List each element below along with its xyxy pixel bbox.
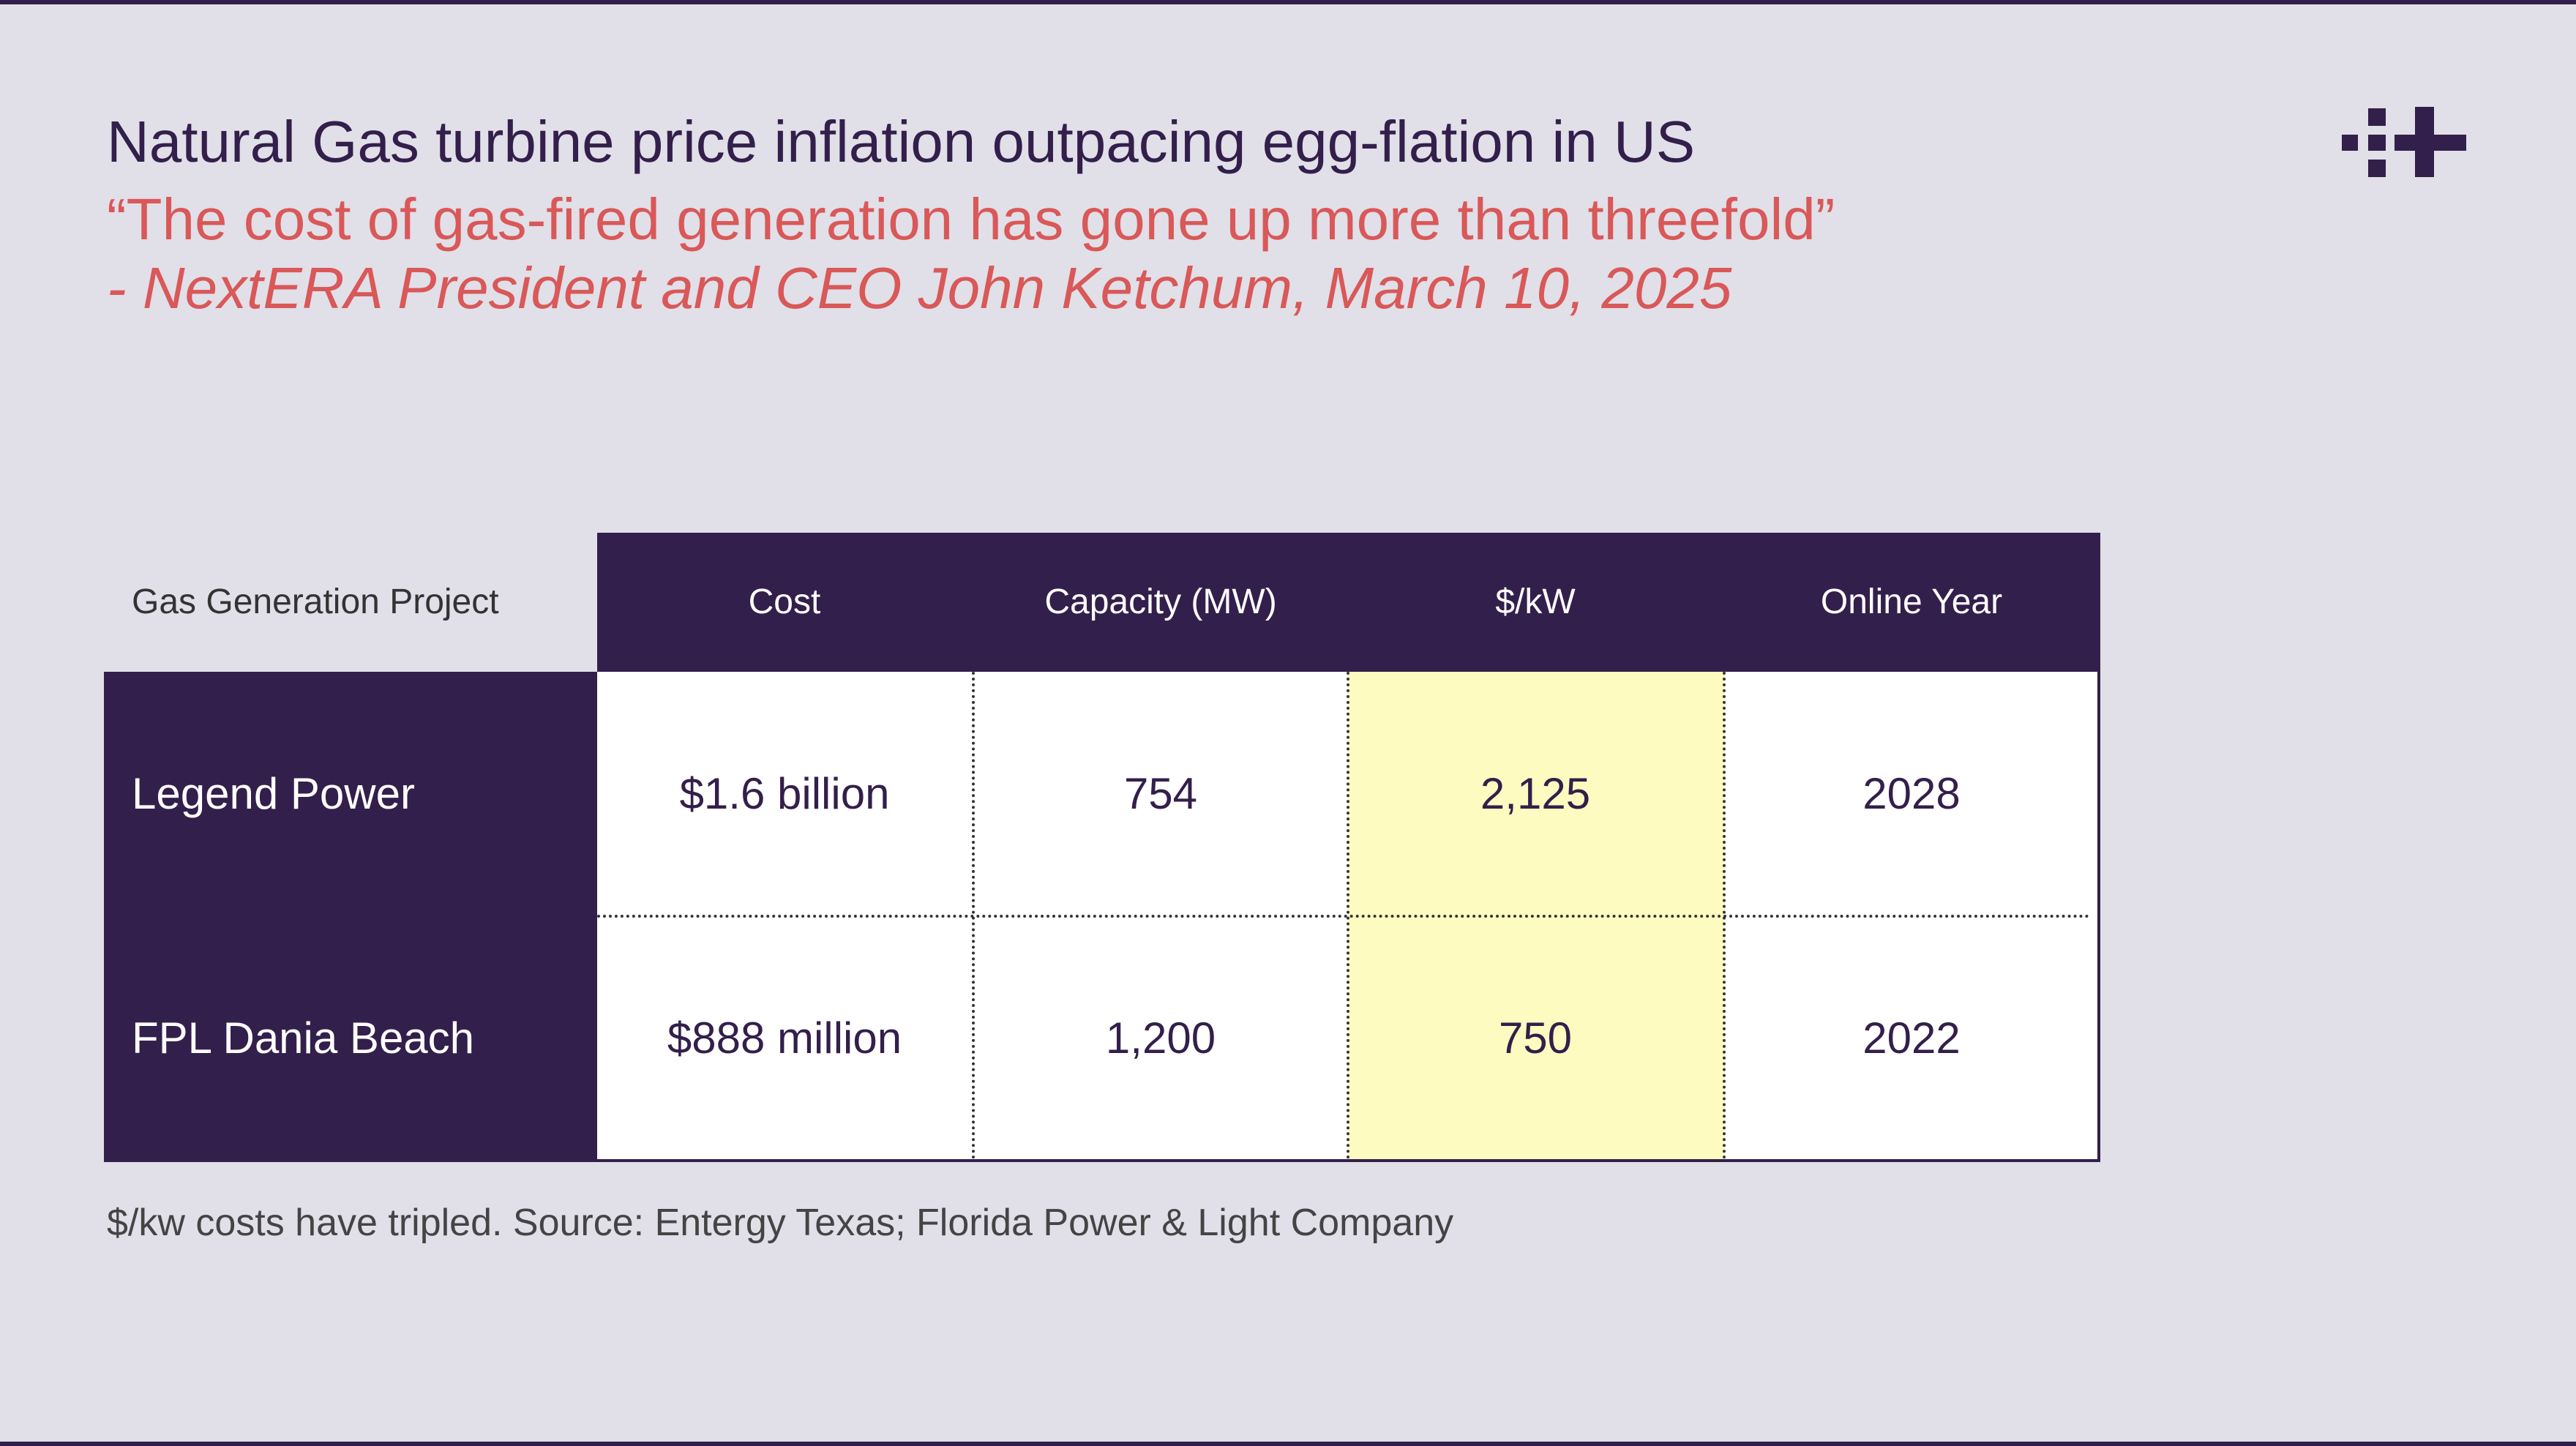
quote-text: “The cost of gas-fired generation has go… <box>107 187 1835 252</box>
row-divider <box>597 915 2090 918</box>
corner-header: Gas Generation Project <box>132 582 499 621</box>
brand-mark-icon <box>2342 107 2466 177</box>
table-cell-cost: $1.6 billion <box>679 769 890 818</box>
table-cell-cost: $888 million <box>667 1014 902 1063</box>
row-header-column: Legend Power FPL Dania Beach <box>104 672 597 1162</box>
row-label-legend-power: Legend Power <box>132 769 415 818</box>
table-header-row: Gas Generation Project Cost Capacity (MW… <box>104 533 2100 672</box>
column-header-capacity: Capacity (MW) <box>1044 582 1277 621</box>
source-footnote: $/kw costs have tripled. Source: Entergy… <box>107 1202 1454 1244</box>
column-header-online-year: Online Year <box>1820 582 2003 621</box>
quote-attribution: - NextERA President and CEO John Ketchum… <box>107 255 1732 321</box>
top-rule <box>0 0 2576 4</box>
row-label-fpl-dania-beach: FPL Dania Beach <box>132 1014 475 1063</box>
slide-title: Natural Gas turbine price inflation outp… <box>107 109 1696 174</box>
column-header-per-kw: $/kW <box>1495 582 1576 621</box>
table-cell-capacity: 1,200 <box>1105 1014 1216 1063</box>
table-cell-per-kw: 750 <box>1498 1014 1573 1063</box>
table-cell-capacity: 754 <box>1123 769 1198 818</box>
bottom-rule <box>0 1442 2576 1446</box>
table-cell-per-kw: 2,125 <box>1480 769 1591 818</box>
table-body: Legend Power FPL Dania Beach $1.6 billio… <box>104 672 2100 1162</box>
column-header-band: Cost Capacity (MW) $/kW Online Year <box>597 533 2100 672</box>
table-cell-online-year: 2022 <box>1862 1014 1961 1063</box>
column-header-cost: Cost <box>748 582 821 621</box>
table-cell-online-year: 2028 <box>1862 769 1961 818</box>
